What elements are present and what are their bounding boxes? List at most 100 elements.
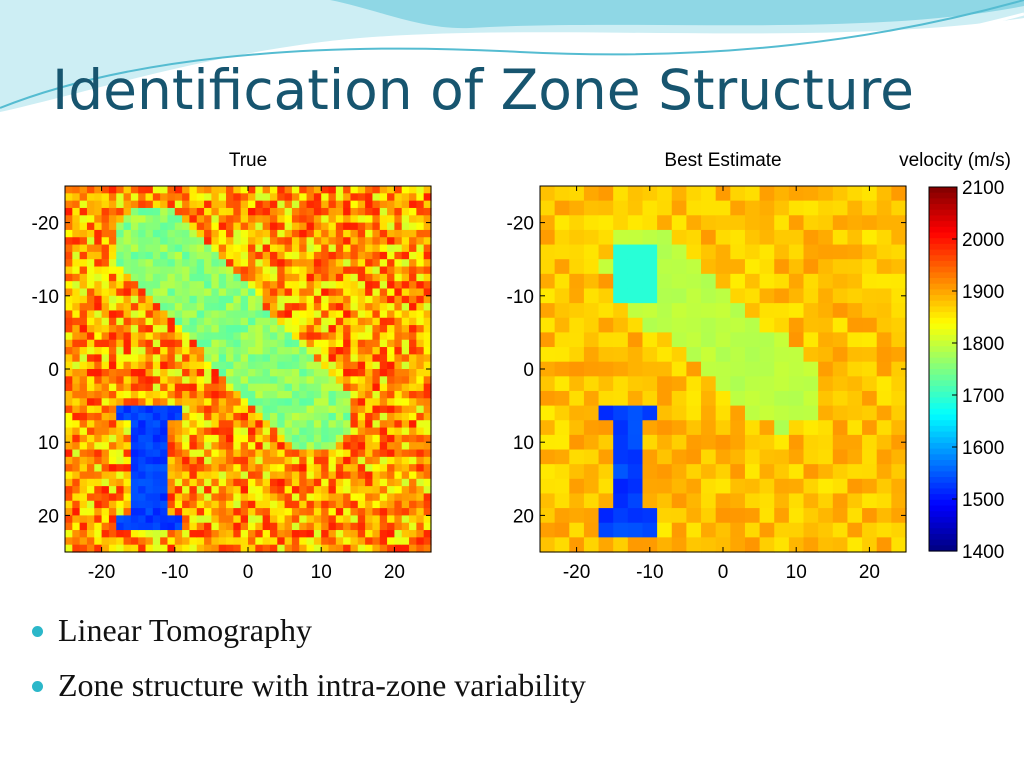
heatmap-cell [313,325,322,333]
heatmap-cell [657,449,673,465]
heatmap-cell [357,273,366,282]
heatmap-cell [387,273,395,282]
heatmap-cell [343,207,352,216]
heatmap-cell [583,420,600,436]
heatmap-cell [196,464,205,473]
heatmap-cell [108,339,117,348]
heatmap-cell [701,390,717,407]
heatmap-cell [174,478,183,487]
heatmap-cell [540,420,556,436]
heatmap-cell [174,244,183,253]
heatmap-cell [189,515,198,524]
heatmap-cell [365,500,374,509]
heatmap-cell [832,361,849,377]
heatmap-cell [240,361,249,370]
heatmap-cell [255,237,264,246]
heatmap-cell [401,347,410,355]
heatmap-cell [774,420,790,436]
heatmap-cell [299,186,308,194]
heatmap-cell [686,229,702,246]
heatmap-cell [365,251,374,260]
heatmap-cell [365,317,374,326]
heatmap-cell [160,273,169,282]
heatmap-cell [248,420,256,429]
heatmap-cell [138,273,147,282]
heatmap-cell [204,266,212,275]
heatmap-cell [365,449,374,458]
heatmap-cell [130,530,139,538]
heatmap-cell [138,420,147,429]
heatmap-cell [335,354,344,363]
heatmap-cell [130,325,139,333]
heatmap-cell [387,493,395,502]
heatmap-cell [291,288,300,297]
heatmap-cell [744,200,761,216]
heatmap-cell [123,471,132,480]
heatmap-cell [255,478,264,487]
heatmap-cell [394,537,403,546]
heatmap-cell [65,259,73,268]
heatmap-cell [79,222,88,231]
heatmap-cell [284,544,293,553]
heatmap-cell [686,376,702,392]
heatmap-cell [365,369,374,377]
x-tick-label: 0 [718,562,729,583]
heatmap-cell [299,303,308,312]
heatmap-cell [138,434,147,443]
heatmap-cell [262,325,271,333]
heatmap-cell [803,449,819,465]
heatmap-cell [540,405,556,421]
heatmap-cell [409,303,417,312]
heatmap-cell [671,405,687,421]
heatmap-cell [569,522,585,538]
heatmap-cell [72,207,81,216]
heatmap-cell [94,434,103,443]
heatmap-cell [540,317,556,333]
heatmap-cell [240,442,249,451]
heatmap-cell [108,427,117,436]
heatmap-cell [335,325,344,333]
heatmap-cell [108,251,117,260]
heatmap-cell [284,354,293,363]
heatmap-cell [891,376,907,392]
heatmap-cell [394,310,403,319]
heatmap-cell [401,200,410,209]
heatmap-cell [321,281,330,290]
heatmap-cell [130,478,139,487]
heatmap-cell [357,508,366,516]
heatmap-cell [803,464,819,480]
heatmap-cell [72,361,81,370]
heatmap-cell [409,295,417,304]
heatmap-cell [701,347,717,363]
heatmap-cell [233,537,242,546]
heatmap-cell [416,317,425,326]
heatmap-cell [306,464,315,473]
heatmap-cell [701,288,717,304]
heatmap-cell [299,317,308,326]
heatmap-cell [65,281,73,290]
heatmap-cell [218,186,227,194]
heatmap-cell [255,222,264,231]
heatmap-cell [401,456,410,465]
bullet-dot-icon [32,626,43,637]
heatmap-cell [328,200,337,209]
heatmap-cell [759,332,775,348]
heatmap-cell [86,244,95,253]
heatmap-cell [79,266,88,275]
heatmap-cell [365,530,374,538]
heatmap-cell [423,471,432,480]
colorbar-segment [929,283,957,290]
heatmap-cell [423,310,432,319]
heatmap-cell [116,508,125,516]
heatmap-cell [211,369,220,377]
heatmap-cell [255,500,264,509]
heatmap-cell [86,281,95,290]
heatmap-cell [350,530,359,538]
heatmap-cell [277,449,286,458]
heatmap-cell [583,317,600,333]
heatmap-cell [401,339,410,348]
heatmap-cell [116,530,125,538]
heatmap-cell [145,390,154,399]
heatmap-cell [299,390,308,399]
heatmap-cell [72,193,81,202]
